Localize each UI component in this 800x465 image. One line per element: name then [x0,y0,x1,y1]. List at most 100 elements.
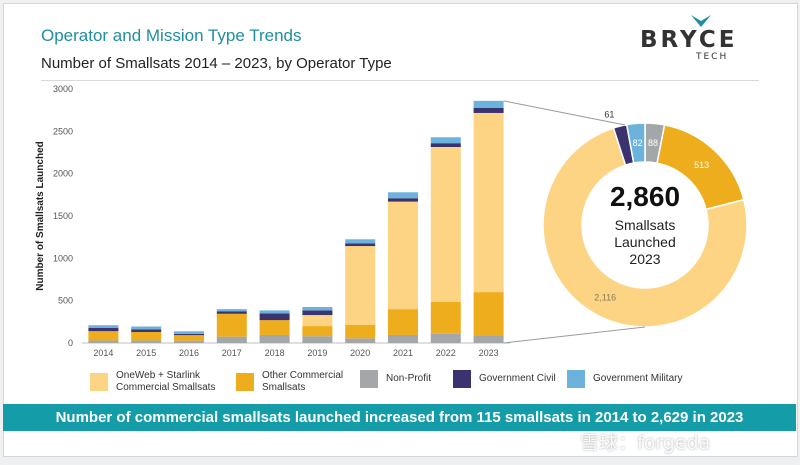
x-tick-label: 2022 [436,348,456,358]
brand-logo: BRYCE TECH [640,14,765,62]
bar-segment [88,327,119,332]
bar-segment [430,333,461,343]
legend-swatch [567,370,585,388]
y-tick-label: 2500 [53,126,73,136]
bar-segment [302,336,333,343]
donut-center-label: Launched [614,234,676,250]
bar-segment [88,331,119,341]
chart-legend: OneWeb + Starlink Commercial Smallsats Ot… [90,370,770,400]
x-tick-label: 2019 [307,348,327,358]
bar-segment [259,320,290,335]
bar-segment [131,331,162,341]
bar-segment [216,336,247,343]
bar-segment [473,112,504,293]
bar-segment [259,313,290,321]
chart-subtitle: Number of Smallsats 2014 – 2023, by Oper… [41,55,392,72]
legend-item: Government Military [567,370,682,388]
bar-segment [259,334,290,343]
bar-segment [388,334,418,343]
bar-segment [174,333,204,336]
bar-segment [174,331,204,334]
bar-segment [216,311,247,314]
legend-label: OneWeb + Starlink Commercial Smallsats [116,370,216,393]
x-tick-label: 2015 [136,348,156,358]
logo-text: BRYCE [640,27,738,53]
bar-segment [302,326,333,337]
bar-segment [345,243,376,247]
x-tick-label: 2018 [265,348,285,358]
x-tick-label: 2021 [393,348,413,358]
donut-slice-label: 513 [694,160,709,170]
y-tick-label: 0 [68,338,73,348]
page-title: Operator and Mission Type Trends [41,26,302,45]
y-tick-label: 500 [58,296,73,306]
x-tick-label: 2016 [179,348,199,358]
donut-center-label: 2023 [629,251,660,267]
bar-segment [345,246,376,325]
legend-item: Other Commercial Smallsats [236,370,382,394]
legend-item: OneWeb + Starlink Commercial Smallsats [90,370,236,394]
bar-segment [473,292,504,336]
connector-line [503,100,626,126]
y-tick-label: 3000 [53,84,73,94]
legend-swatch [453,370,471,388]
bar-segment [302,307,333,311]
bar-segment [88,325,119,328]
x-tick-label: 2014 [93,348,113,358]
bar-segment [473,335,504,343]
bar-segment [131,326,162,330]
bar-segment [473,100,504,108]
bar-segment [345,338,376,343]
donut-slice-label: 88 [648,138,658,148]
donut-center-label: Smallsats [615,217,676,233]
donut-center-value: 2,860 [610,181,680,212]
donut-slice [542,127,748,328]
legend-label: Government Civil [479,373,556,384]
x-tick-label: 2020 [350,348,370,358]
bar-segment [388,192,418,199]
bar-segment [473,107,504,113]
donut-slice [625,122,646,164]
x-tick-label: 2017 [222,348,242,358]
legend-label: Other Commercial Smallsats [262,370,344,393]
watermark: 雪球：forgeda [580,432,711,454]
logo-subtext: TECH [696,52,729,62]
bar-segment [430,146,461,302]
logo-check-icon [691,15,711,27]
bar-segment [430,137,461,144]
bar-segment [174,340,204,343]
legend-swatch [236,373,254,391]
y-tick-label: 2000 [53,169,73,179]
bar-segment [302,310,333,316]
bar-segment [131,329,162,332]
bar-segment [388,201,418,310]
bar-segment [388,198,418,202]
bar-segment [302,315,333,327]
bar-segment [216,309,247,312]
donut-slice-label: 2,116 [594,292,616,302]
bar-segment [345,239,376,244]
connector-line [503,326,646,344]
bar-segment [388,309,418,335]
donut-slice-label: 82 [633,138,643,148]
legend-swatch [360,370,378,388]
summary-banner: Number of commercial smallsats launched … [3,404,796,431]
bar-segment [259,310,290,314]
x-tick-label: 2023 [479,348,499,358]
bar-segment [88,340,119,343]
legend-label: Non-Profit [386,373,432,384]
y-axis-label: Number of Smallsats Launched [35,141,46,290]
header-divider [41,80,759,81]
donut-slice-label: 61 [604,109,614,119]
legend-label: Government Military [593,373,683,384]
bar-segment [131,340,162,343]
y-tick-label: 1000 [53,253,73,263]
y-tick-label: 1500 [53,211,73,221]
bar-segment [216,313,247,337]
bar-segment [430,301,461,334]
legend-item: Non-Profit [360,370,431,388]
bar-segment [345,324,376,339]
legend-swatch [90,373,108,391]
bar-segment [174,335,204,341]
